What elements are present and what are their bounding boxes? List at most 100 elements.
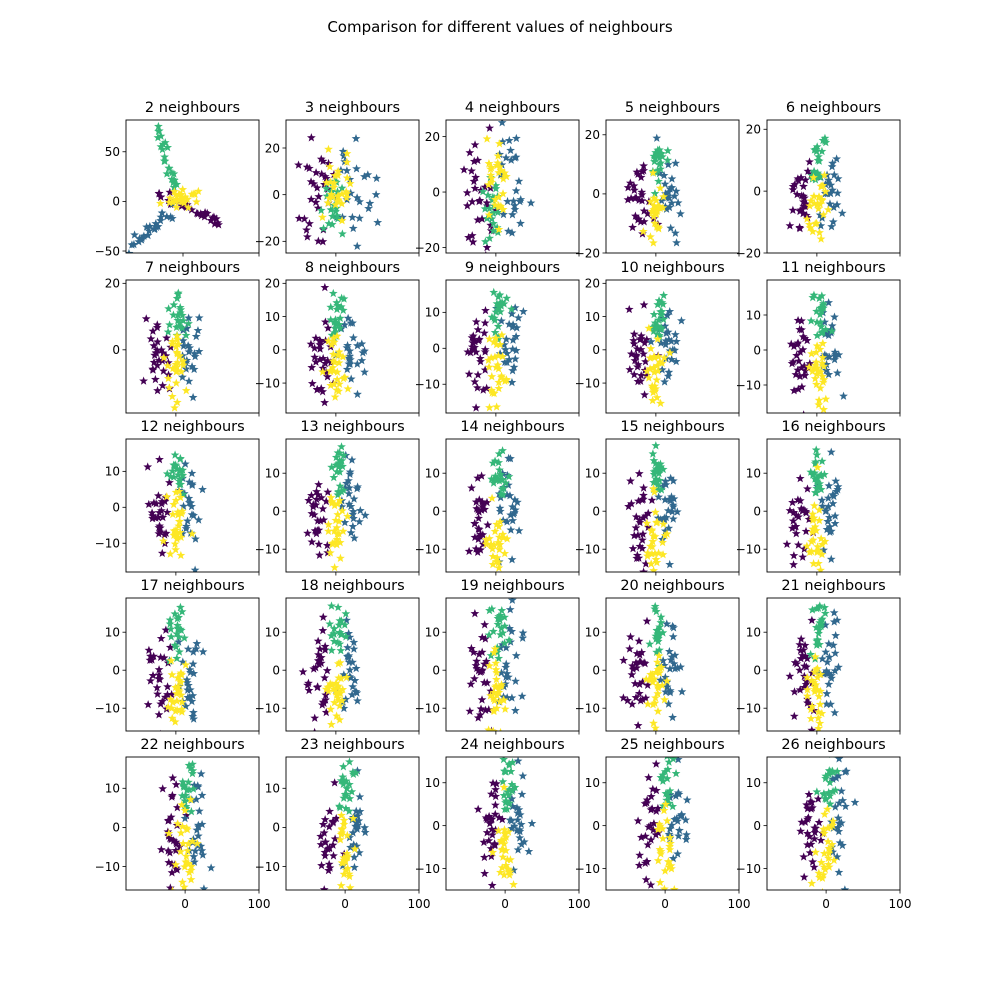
scatter-points [126,121,223,253]
scatter-point [631,692,641,702]
scatter-point [673,849,683,858]
scatter-point [172,179,182,189]
scatter-point [474,336,483,345]
scatter-point [329,379,339,389]
scatter-point [327,497,337,506]
scatter-point [493,538,503,547]
scatter-point [340,320,349,329]
scatter-point [345,794,355,803]
scatter-point [183,516,192,525]
scatter-point [831,476,841,485]
scatter-point [809,559,818,568]
scatter-point [191,644,201,653]
scatter-point [647,206,657,216]
scatter-point [802,541,812,550]
scatter-point [183,203,193,212]
scatter-point [637,167,647,176]
scatter-point [492,703,502,713]
scatter-point [654,628,664,637]
scatter-point [477,667,486,676]
scatter-point [172,202,181,212]
scatter-point [178,470,188,480]
scatter-point [488,559,498,569]
scatter-point [353,766,362,775]
scatter-point [200,212,209,221]
scatter-point [498,189,508,198]
scatter-point [162,169,172,178]
scatter-point [643,548,653,557]
scatter-point [519,306,528,316]
y-tick-label: 0 [592,505,600,519]
scatter-point [834,771,843,780]
y-tick-label: −10 [255,543,280,557]
scatter-point [329,178,339,187]
scatter-point [326,315,336,324]
scatter-point [795,223,805,233]
scatter-point [810,468,819,477]
scatter-point [151,374,160,384]
scatter-point [485,204,494,213]
scatter-point [333,683,342,692]
scatter-point [177,697,187,706]
y-tick-label: 0 [112,821,120,835]
scatter-point [355,213,364,223]
scatter-point [335,313,345,323]
scatter-point [810,827,820,837]
scatter-point [310,727,319,731]
scatter-point [649,201,659,210]
scatter-point [470,183,480,193]
scatter-point [629,339,639,348]
scatter-point [330,392,340,401]
scatter-point [489,687,499,697]
x-tick-label: 100 [248,897,271,911]
scatter-point [495,162,504,171]
scatter-point [507,626,517,636]
scatter-point [822,524,832,534]
scatter-point [488,226,498,235]
scatter-point [650,353,660,362]
scatter-point [181,386,191,395]
scatter-point [819,405,828,413]
scatter-point [183,341,193,350]
scatter-point [493,360,503,369]
scatter-point [492,674,501,684]
scatter-point [805,797,815,806]
scatter-point [169,530,179,540]
scatter-point [651,759,661,768]
scatter-point [809,501,819,510]
scatter-point [208,213,218,222]
scatter-point [331,813,341,823]
scatter-point [173,620,182,630]
scatter-points [143,602,208,731]
scatter-point [142,222,151,231]
scatter-point [665,646,674,656]
scatter-point [328,818,338,827]
scatter-point [636,376,646,385]
scatter-point [818,539,827,549]
scatter-point [152,345,162,354]
scatter-point [175,302,185,312]
scatter-point [175,318,185,327]
scatter-point [654,222,663,232]
scatter-point [807,171,817,180]
scatter-point [630,193,640,203]
scatter-point [808,226,818,236]
y-tick-label: −10 [575,862,600,876]
scatter-point [497,484,507,493]
scatter-point [334,386,344,396]
scatter-point [808,605,817,614]
subplot-title: 24 neighbours [460,737,564,753]
scatter-point [322,178,331,187]
scatter-point [816,565,825,572]
scatter-point [314,192,324,201]
scatter-point [162,333,171,342]
scatter-point [821,394,831,403]
scatter-point [655,475,664,485]
scatter-point [146,334,156,343]
scatter-point [644,323,654,333]
scatter-point [794,906,803,914]
scatter-point [184,313,194,322]
scatter-point [166,632,176,641]
scatter-point [320,398,330,407]
